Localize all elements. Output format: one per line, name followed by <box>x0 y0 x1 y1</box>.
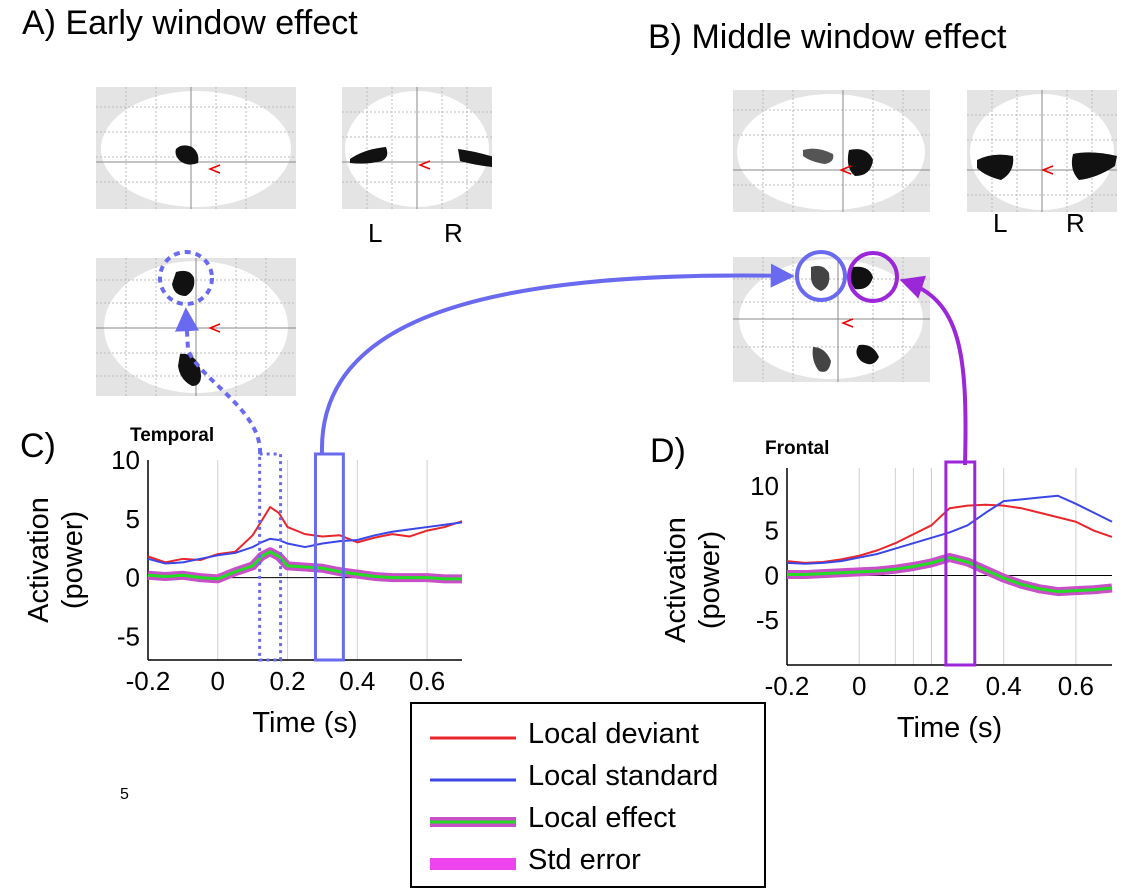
middle-window-purple-arrow <box>899 275 968 466</box>
frontal-plot-title: Frontal <box>765 438 830 459</box>
temporal-x-tick-label: 0.4 <box>339 666 375 696</box>
frontal-x-axis-label: Time (s) <box>897 712 1002 744</box>
temporal-x-tick-label: -0.2 <box>126 666 171 696</box>
temporal-y-tick-label: 5 <box>126 504 140 534</box>
panel-c-letter: C) <box>20 427 56 465</box>
legend-swatch-stderr <box>430 858 516 870</box>
frontal-x-tick-label: -0.2 <box>765 671 810 701</box>
temporal-x-tick-label: 0.2 <box>269 666 305 696</box>
temporal-x-axis-label: Time (s) <box>252 707 357 739</box>
temporal-x-tick-label: 0 <box>211 666 225 696</box>
brain-sagittal-early-image <box>96 87 296 209</box>
brain-sagittal-middle-image <box>733 90 930 212</box>
brain-axial-middle <box>733 257 930 382</box>
temporal-y-tick-label: 10 <box>111 445 140 475</box>
temporal-highlight-window-1 <box>258 452 283 662</box>
legend-item-deviant: Local deviant <box>428 718 758 758</box>
frontal-x-tick-label: 0.2 <box>913 671 949 701</box>
brain-sagittal-middle <box>733 90 930 212</box>
panel-a-left-label: L <box>368 218 383 248</box>
legend-swatch-effect <box>430 817 516 827</box>
frontal-x-tick-label: 0.6 <box>1058 671 1094 701</box>
temporal-y-axis-label: Activation(power) <box>23 497 89 623</box>
footnote: 5 <box>120 786 129 803</box>
temporal-highlight-window-2 <box>313 452 345 662</box>
legend-label-effect: Local effect <box>528 802 676 834</box>
frontal-y-tick-label: 5 <box>765 516 779 546</box>
frontal-y-tick-label: 10 <box>750 471 779 501</box>
legend-label-stderr: Std error <box>528 844 641 876</box>
panel-b-right-label: R <box>1066 208 1085 238</box>
frontal-y-axis-label: Activation(power) <box>660 517 726 643</box>
temporal-y-tick-label: -5 <box>117 621 140 651</box>
frontal-highlight-window-1 <box>944 460 977 667</box>
panel-a-right-label: R <box>444 218 463 248</box>
temporal-plot-title: Temporal <box>130 425 215 446</box>
legend: Local deviant Local standard Local effec… <box>410 702 766 888</box>
frontal-deviant-line <box>786 503 1113 564</box>
brain-axial-middle-image <box>733 257 930 382</box>
legend-item-effect: Local effect <box>428 802 758 842</box>
middle-right-roi-circle <box>847 251 899 303</box>
legend-label-deviant: Local deviant <box>528 718 699 750</box>
brain-coronal-early <box>342 87 492 209</box>
frontal-x-tick-label: 0.4 <box>986 671 1022 701</box>
legend-item-stderr: Std error <box>428 844 758 884</box>
middle-window-blue-arrow <box>319 263 795 455</box>
legend-swatch-standard <box>430 778 516 782</box>
temporal-x-tick-label: 0.6 <box>409 666 445 696</box>
panel-a-title: A) Early window effect <box>22 4 358 42</box>
panel-b-title: B) Middle window effect <box>648 18 1007 56</box>
brain-sagittal-early <box>96 87 296 209</box>
frontal-x-tick-label: 0 <box>852 671 866 701</box>
frontal-effect-line <box>787 556 1113 594</box>
frontal-standard-line <box>786 494 1113 565</box>
early-roi-circle <box>158 250 214 306</box>
brain-coronal-early-image <box>342 87 492 209</box>
panel-b-left-label: L <box>993 208 1008 238</box>
temporal-deviant-line <box>147 506 463 564</box>
temporal-effect-stderr-band <box>147 547 462 584</box>
brain-coronal-middle <box>967 90 1117 212</box>
frontal-y-tick-label: 0 <box>765 560 779 590</box>
brain-coronal-middle-image <box>967 90 1117 212</box>
panel-d-letter: D) <box>650 432 686 470</box>
temporal-effect-line <box>147 550 462 581</box>
legend-swatch-deviant <box>430 736 516 740</box>
legend-label-standard: Local standard <box>528 760 719 792</box>
legend-item-standard: Local standard <box>428 760 758 800</box>
middle-left-roi-circle <box>795 250 847 302</box>
temporal-y-tick-label: 0 <box>126 563 140 593</box>
temporal-chart: 10 5 0 -5 -0.2 0 0.2 0.4 0.6 Time (s) Activation(p… <box>23 445 463 739</box>
frontal-chart: 10 5 0 -5 -0.2 0 0.2 0.4 0.6 Time (s) Activation(p… <box>660 460 1113 744</box>
frontal-y-tick-label: -5 <box>756 605 779 635</box>
early-window-arrow <box>175 307 263 455</box>
temporal-standard-line <box>147 521 463 565</box>
